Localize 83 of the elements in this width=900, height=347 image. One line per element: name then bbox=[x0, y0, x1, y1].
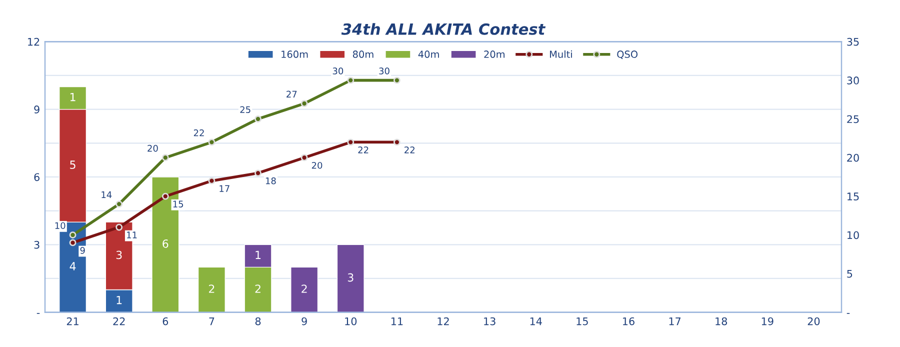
point bbox=[116, 200, 123, 208]
x-tick-label: 12 bbox=[438, 317, 449, 326]
x-tick-label: 20 bbox=[808, 317, 820, 326]
x-tick-label: 11 bbox=[391, 317, 403, 326]
data-label: 6 bbox=[162, 239, 168, 248]
y2-tick-label: - bbox=[846, 312, 850, 314]
x-tick-label: 19 bbox=[762, 317, 774, 326]
data-label: 20 bbox=[148, 144, 158, 152]
x-tick-label: 6 bbox=[162, 317, 168, 326]
point bbox=[208, 177, 216, 184]
data-label: 27 bbox=[286, 90, 297, 98]
x-tick-label: 13 bbox=[484, 317, 496, 326]
y2-tick-label: 30 bbox=[847, 76, 859, 84]
point bbox=[69, 231, 76, 238]
point bbox=[208, 138, 216, 146]
x-tick-label: 10 bbox=[345, 317, 357, 326]
data-label: 2 bbox=[255, 284, 260, 293]
point bbox=[116, 224, 123, 231]
point bbox=[162, 154, 169, 162]
legend-label: 40m bbox=[418, 50, 439, 58]
point bbox=[254, 170, 262, 177]
x-tick-label: 7 bbox=[209, 317, 214, 326]
point bbox=[347, 76, 354, 84]
y2-tick-label: 25 bbox=[847, 115, 859, 124]
point bbox=[254, 116, 262, 122]
x-tick-label: 17 bbox=[669, 317, 681, 326]
point bbox=[393, 138, 400, 146]
legend-label: QSO bbox=[617, 50, 638, 60]
data-label: 20 bbox=[312, 162, 322, 169]
data-label: 3 bbox=[348, 273, 354, 282]
y2-tick-label: 35 bbox=[847, 38, 859, 46]
data-label: 22 bbox=[358, 146, 368, 154]
legend-label: 80m bbox=[352, 50, 374, 58]
x-tick-label: 15 bbox=[576, 317, 588, 326]
legend-label: 20m bbox=[484, 50, 504, 58]
legend-label: Multi bbox=[550, 50, 572, 58]
y-tick-label: 6 bbox=[34, 173, 40, 182]
y-tick-label: - bbox=[36, 312, 40, 314]
data-label: 9 bbox=[80, 247, 85, 254]
x-tick-label: 18 bbox=[716, 317, 728, 326]
data-label: 2 bbox=[208, 284, 214, 293]
data-label: 1 bbox=[256, 250, 261, 259]
data-label: 4 bbox=[70, 262, 76, 270]
data-label: 25 bbox=[240, 106, 250, 114]
bar bbox=[290, 266, 318, 312]
data-label: 2 bbox=[302, 284, 307, 293]
y-tick-label: 12 bbox=[28, 38, 40, 46]
x-tick-label: 21 bbox=[66, 317, 78, 326]
data-label: 3 bbox=[116, 250, 122, 260]
data-label: 10 bbox=[55, 222, 66, 230]
y2-tick-label: 5 bbox=[847, 270, 852, 278]
point bbox=[300, 154, 308, 162]
x-tick-label: 8 bbox=[255, 317, 261, 326]
data-label: 1 bbox=[70, 92, 76, 102]
legend-label: 160m bbox=[282, 50, 308, 58]
point bbox=[69, 239, 76, 246]
y2-tick-label: 15 bbox=[848, 192, 859, 200]
x-tick-label: 9 bbox=[302, 317, 307, 326]
data-label: 11 bbox=[127, 232, 137, 238]
data-label: 30 bbox=[332, 68, 344, 74]
y-tick-label: 3 bbox=[34, 240, 40, 249]
data-label: 30 bbox=[379, 68, 390, 74]
point bbox=[347, 138, 354, 146]
chart-title: 34th ALL AKITA Contest bbox=[341, 23, 546, 35]
data-label: 5 bbox=[70, 160, 76, 169]
x-tick-label: 22 bbox=[113, 317, 125, 326]
y-tick-label: 9 bbox=[34, 106, 40, 114]
data-label: 14 bbox=[102, 191, 112, 198]
data-label: 1 bbox=[116, 296, 122, 304]
x-tick-label: 14 bbox=[530, 317, 542, 326]
y2-tick-label: 20 bbox=[847, 154, 859, 162]
point bbox=[300, 100, 308, 107]
bar bbox=[336, 244, 364, 312]
x-tick-label: 16 bbox=[623, 317, 634, 326]
data-label: 15 bbox=[173, 200, 184, 208]
data-label: 22 bbox=[404, 146, 414, 154]
data-label: 22 bbox=[194, 129, 204, 136]
point bbox=[393, 76, 400, 84]
data-label: 17 bbox=[220, 185, 230, 192]
bar bbox=[198, 266, 226, 312]
data-label: 18 bbox=[266, 177, 276, 184]
point bbox=[162, 192, 169, 200]
y2-tick-label: 10 bbox=[848, 231, 859, 240]
